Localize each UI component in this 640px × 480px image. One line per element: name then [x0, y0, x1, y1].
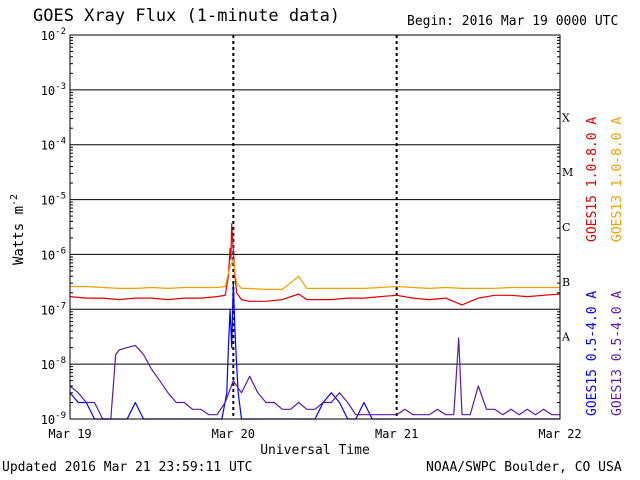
y-tick-label: 10-6 [41, 246, 66, 262]
series-line-3 [69, 337, 560, 420]
legend-goes13-long: GOES13 1.0-8.0 A [610, 116, 625, 242]
y-tick-label: 10-9 [41, 411, 66, 427]
y-tick-label-exp: -7 [55, 301, 66, 311]
y-tick-label-base: 10 [41, 139, 55, 153]
series-line-1 [70, 259, 560, 290]
y-tick-label-exp: -8 [55, 356, 66, 366]
grid-layer [70, 35, 560, 419]
series-line-0 [69, 223, 561, 306]
y-axis-label-base: Watts m [11, 206, 27, 265]
legend-goes13-short: GOES13 0.5-4.0 A [610, 290, 625, 416]
x-tick-label: Mar 20 [212, 427, 255, 441]
flare-class-label: B [562, 276, 570, 289]
updated-timestamp: Updated 2016 Mar 21 23:59:11 UTC [2, 460, 253, 475]
chart-title: GOES Xray Flux (1-minute data) [33, 6, 341, 26]
y-tick-label-base: 10 [41, 248, 55, 262]
y-tick-label: 10-4 [41, 137, 66, 153]
x-tick-label: Mar 19 [48, 427, 91, 441]
flare-class-label: C [562, 221, 570, 234]
y-tick-label-base: 10 [41, 29, 55, 43]
legend-goes15-long: GOES15 1.0-8.0 A [585, 116, 600, 242]
begin-time: Begin: 2016 Mar 19 0000 UTC [407, 14, 619, 29]
legend-goes15-short: GOES15 0.5-4.0 A [585, 290, 600, 416]
y-tick-label-exp: -3 [55, 82, 66, 92]
y-tick-label-base: 10 [41, 358, 55, 372]
y-tick-label-base: 10 [41, 303, 55, 317]
x-tick-label: Mar 22 [538, 427, 581, 441]
y-tick-label-exp: -2 [55, 27, 66, 37]
y-tick-label: 10-7 [41, 301, 66, 317]
y-tick-label-base: 10 [41, 194, 55, 208]
y-tick-label-exp: -9 [55, 411, 66, 421]
y-tick-label-exp: -4 [55, 137, 66, 147]
y-tick-label: 10-3 [41, 82, 66, 98]
x-tick-label: Mar 21 [375, 427, 418, 441]
y-tick-label-base: 10 [41, 413, 55, 427]
flare-class-label: M [562, 166, 573, 179]
series-layer [69, 223, 561, 420]
y-tick-label-exp: -5 [55, 192, 66, 202]
flare-class-layer: A B C M X [561, 111, 573, 343]
credit-text: NOAA/SWPC Boulder, CO USA [426, 460, 622, 475]
plot-frame [69, 34, 561, 420]
flare-class-label: A [561, 331, 571, 344]
y-tick-label: 10-2 [41, 27, 66, 43]
y-tick-label: 10-8 [41, 356, 66, 372]
y-tick-label-base: 10 [41, 84, 55, 98]
y-axis-label-exp: -2 [9, 194, 20, 206]
y-tick-label: 10-5 [41, 192, 66, 208]
series-line-2 [69, 282, 560, 420]
y-axis-label: Watts m-2 [9, 194, 27, 265]
flare-class-label: X [562, 111, 570, 124]
y-tick-label-exp: -6 [55, 246, 66, 256]
x-axis-label: Universal Time [260, 443, 370, 458]
